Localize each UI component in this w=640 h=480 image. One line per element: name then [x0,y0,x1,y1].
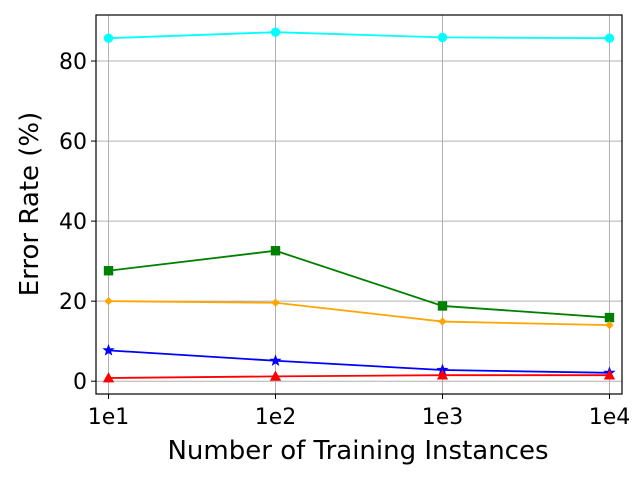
x-axis-label: Number of Training Instances [167,436,548,466]
series-line [108,374,610,379]
series-line [108,31,610,40]
grid [96,15,622,394]
y-tick-label: 0 [73,370,87,395]
y-axis-label: Error Rate (%) [15,112,45,297]
y-tick-label: 80 [59,50,87,75]
y-tick-label: 40 [59,210,87,235]
series-line [108,249,610,319]
series-line [108,300,610,327]
series-5 [102,369,616,383]
y-tick-label: 20 [59,290,87,315]
triangle-marker [436,369,449,380]
star-marker [269,354,282,366]
series-4 [102,343,616,378]
x-tick-label: 1e3 [422,405,464,430]
square-marker [437,301,448,311]
square-marker [103,266,114,276]
plot-frame [95,14,623,395]
square-marker [604,312,615,323]
diamond-marker [271,298,280,307]
series-line [108,349,610,374]
circle-marker [604,33,615,43]
star-marker [102,343,115,356]
tick-group: 1e1 1e2 1e3 1e4 0 20 40 60 80 [59,50,630,430]
x-tick-label: 1e4 [589,405,631,430]
series-2 [103,246,615,323]
circle-marker [437,32,448,43]
square-marker [270,246,281,256]
diamond-marker [605,321,614,330]
triangle-marker [603,369,616,380]
circle-marker [103,33,114,43]
diamond-marker [104,297,113,306]
y-tick-label: 60 [59,130,87,155]
series-3 [104,297,614,330]
triangle-marker [269,370,282,381]
series-group [102,27,616,383]
x-tick-label: 1e2 [255,405,297,430]
diamond-marker [438,317,447,326]
triangle-marker [102,372,115,383]
circle-marker [270,27,281,37]
x-tick-label: 1e1 [88,405,130,430]
series-1 [103,27,615,43]
